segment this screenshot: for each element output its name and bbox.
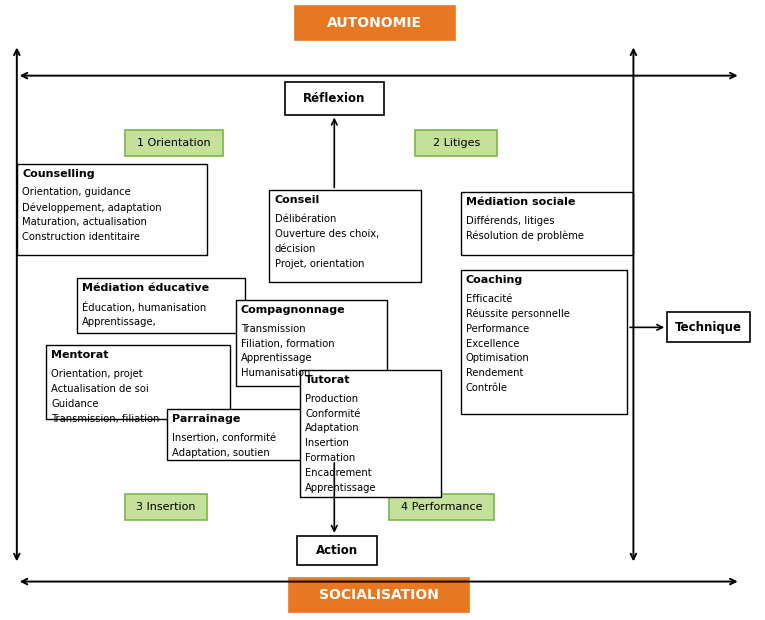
Text: Adaptation: Adaptation [305,423,360,433]
Text: Insertion: Insertion [305,438,349,448]
Text: Développement, adaptation: Développement, adaptation [22,202,162,213]
Text: Excellence: Excellence [466,339,519,348]
Text: Mentorat: Mentorat [51,350,109,360]
Text: Filiation, formation: Filiation, formation [241,339,334,348]
Text: Réussite personnelle: Réussite personnelle [466,309,570,319]
Text: 1 Orientation: 1 Orientation [137,138,210,148]
Bar [289,578,469,612]
Bar [76,278,245,333]
Bar [17,164,207,255]
Text: Humanisation: Humanisation [241,368,311,378]
Text: Adaptation, soutien: Adaptation, soutien [172,448,270,458]
Text: Tutorat: Tutorat [305,375,350,385]
Text: Apprentissage: Apprentissage [305,483,377,493]
Text: Médiation éducative: Médiation éducative [82,283,209,293]
Text: Contrôle: Contrôle [466,383,508,393]
Text: Performance: Performance [466,324,529,334]
Bar [415,130,497,156]
Text: 4 Performance: 4 Performance [401,502,482,512]
Bar [300,370,441,497]
Bar [236,300,387,386]
Text: Apprentissage,: Apprentissage, [82,317,157,327]
Bar [667,312,750,342]
Text: Conseil: Conseil [275,195,320,205]
Text: Orientation, guidance: Orientation, guidance [22,187,131,197]
Text: Éducation, humanisation: Éducation, humanisation [82,302,206,313]
Text: Transmission: Transmission [241,324,305,334]
Text: 3 Insertion: 3 Insertion [136,502,195,512]
Text: décision: décision [275,244,316,254]
Bar [461,270,627,414]
Text: Guidance: Guidance [51,399,99,409]
Text: Maturation, actualisation: Maturation, actualisation [22,217,147,227]
Text: SOCIALISATION: SOCIALISATION [319,588,439,602]
Text: Formation: Formation [305,453,356,463]
Text: Action: Action [316,544,358,557]
Text: Transmission, filiation: Transmission, filiation [51,414,160,423]
Text: Ouverture des choix,: Ouverture des choix, [275,229,379,239]
Bar [269,190,421,282]
Text: Apprentissage: Apprentissage [241,353,313,363]
Text: Orientation, projet: Orientation, projet [51,369,143,379]
Text: Résolution de problème: Résolution de problème [466,230,584,241]
Text: AUTONOMIE: AUTONOMIE [327,16,422,30]
Text: Encadrement: Encadrement [305,468,372,478]
Bar [295,6,455,40]
Bar [461,192,633,255]
Bar [46,345,230,418]
Bar [389,494,494,520]
Text: Délibération: Délibération [275,214,336,224]
Text: Optimisation: Optimisation [466,353,529,363]
Text: Rendement: Rendement [466,368,523,378]
Text: Coaching: Coaching [466,275,523,285]
Text: 2 Litiges: 2 Litiges [433,138,480,148]
Text: Différends, litiges: Différends, litiges [466,215,555,226]
Text: Compagnonnage: Compagnonnage [241,305,346,315]
Text: Insertion, conformité: Insertion, conformité [172,433,276,443]
Text: Réflexion: Réflexion [303,92,366,105]
Text: Projet, orientation: Projet, orientation [275,259,364,268]
Bar [125,130,223,156]
Bar [125,494,207,520]
Bar [167,409,311,460]
Bar [297,536,377,565]
Text: Actualisation de soi: Actualisation de soi [51,384,149,394]
Text: Efficacité: Efficacité [466,294,513,304]
Text: Parrainage: Parrainage [172,414,240,424]
Text: Technique: Technique [675,321,742,334]
Text: Conformité: Conformité [305,409,360,419]
Text: Production: Production [305,394,358,404]
Bar [285,82,384,115]
Text: Médiation sociale: Médiation sociale [466,197,575,206]
Text: Counselling: Counselling [22,169,95,179]
Text: Construction identitaire: Construction identitaire [22,232,140,242]
